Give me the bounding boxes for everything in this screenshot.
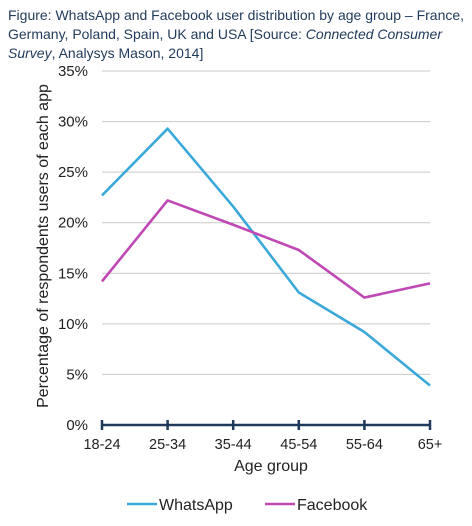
- figure-caption: Figure: WhatsApp and Facebook user distr…: [8, 6, 466, 63]
- y-tick-label: 0%: [66, 417, 88, 434]
- series-line-facebook: [100, 199, 431, 299]
- y-axis-title: Percentage of respondents users of each …: [35, 84, 52, 408]
- y-tick-label: 10%: [58, 316, 88, 333]
- x-tick-label: 18-24: [83, 437, 120, 453]
- caption-text: Figure: WhatsApp and Facebook user distr…: [8, 7, 465, 42]
- series-lines: [100, 127, 431, 387]
- series-line-whatsapp: [101, 127, 431, 387]
- legend-label-facebook: Facebook: [297, 497, 368, 514]
- caption-source-italic: Connected Consumer Survey: [8, 26, 442, 61]
- x-tick-label: 25-34: [149, 437, 186, 453]
- x-axis: [100, 420, 432, 430]
- y-tick-label: 35%: [58, 63, 88, 80]
- x-tick-label: 45-54: [280, 437, 317, 453]
- legend-label-whatsapp: WhatsApp: [159, 497, 233, 514]
- legend: WhatsApp Facebook: [127, 497, 368, 514]
- x-axis-title: Age group: [234, 458, 308, 475]
- y-tick-label: 15%: [58, 265, 88, 282]
- y-tick-label: 20%: [58, 215, 88, 232]
- y-tick-label: 25%: [58, 164, 88, 181]
- x-tick-label: 65+: [418, 437, 443, 453]
- gridlines: [102, 70, 430, 375]
- y-tick-label: 5%: [66, 366, 88, 383]
- y-tick-label: 30%: [58, 114, 88, 131]
- x-tick-labels: 18-24 25-34 35-44 45-54 55-64 65+: [83, 437, 442, 453]
- x-tick-label: 55-64: [346, 437, 383, 453]
- caption-text-end: , Analysys Mason, 2014]: [51, 45, 204, 61]
- y-tick-labels: 0% 5% 10% 15% 20% 25% 30% 35%: [58, 63, 88, 434]
- x-tick-label: 35-44: [215, 437, 252, 453]
